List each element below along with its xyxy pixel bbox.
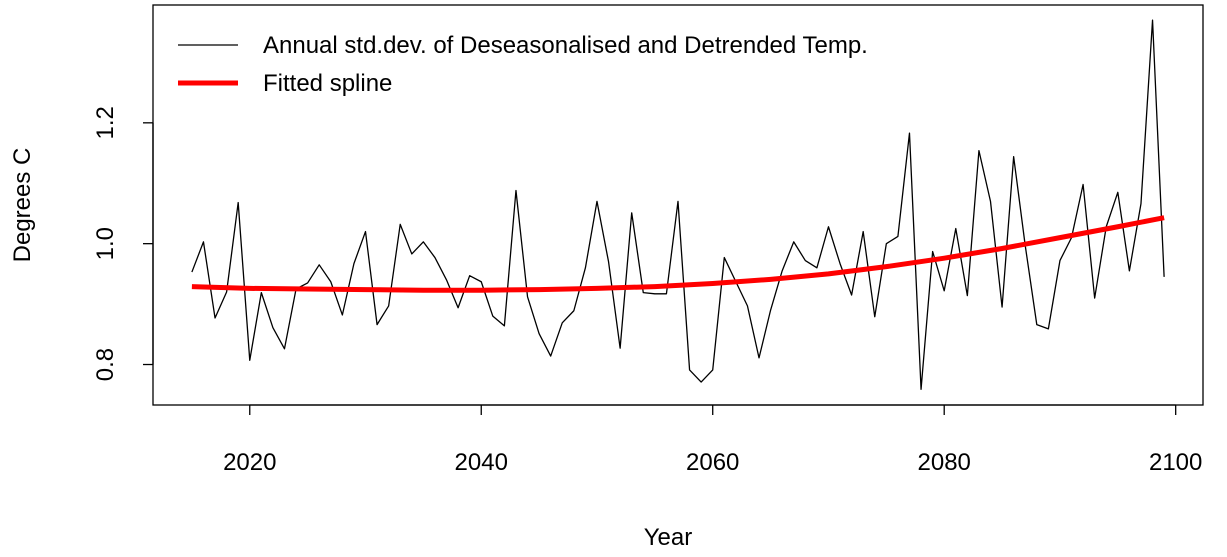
y-axis-label: Degrees C [9,148,36,263]
y-tick-label: 1.2 [92,106,119,139]
x-axis-label: Year [644,524,693,551]
y-tick-label: 1.0 [92,227,119,260]
x-tick-label: 2040 [455,449,508,476]
x-tick-label: 2020 [223,449,276,476]
y-tick-label: 0.8 [92,348,119,381]
data-line [191,19,1165,390]
x-tick-label: 2060 [686,449,739,476]
legend-label: Fitted spline [263,70,392,97]
x-tick-label: 2100 [1149,449,1202,476]
x-tick-label: 2080 [918,449,971,476]
data-line [191,215,1165,293]
legend-label: Annual std.dev. of Deseasonalised and De… [263,32,868,59]
